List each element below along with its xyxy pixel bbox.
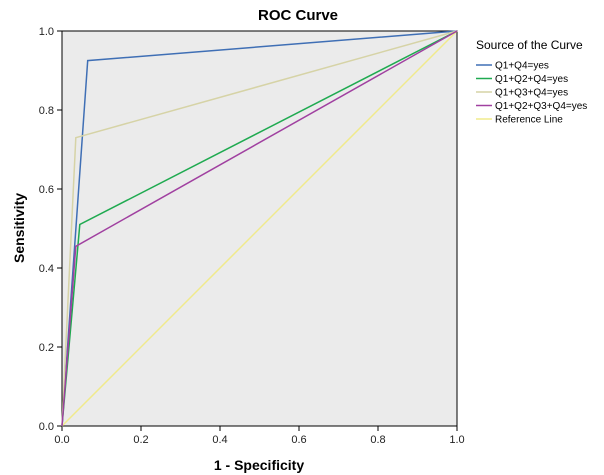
y-tick-label: 0.6 [39, 184, 54, 196]
y-axis-ticks: 0.0 0.2 0.4 0.6 0.8 1.0 [39, 26, 62, 433]
y-tick-label: 0.8 [39, 105, 54, 117]
legend-label-q1-q2-q4-yes: Q1+Q2+Q4=yes [495, 74, 568, 85]
y-tick-label: 1.0 [39, 26, 54, 38]
y-tick-label: 0.4 [39, 263, 54, 275]
legend-label-q1-q4-yes: Q1+Q4=yes [495, 61, 549, 72]
legend-title: Source of the Curve [476, 38, 583, 52]
chart-title: ROC Curve [258, 7, 338, 24]
legend-label-reference-line: Reference Line [495, 115, 563, 126]
x-tick-label: 0.4 [212, 434, 227, 446]
series-line-q1-q3-q4-yes [61, 30, 458, 427]
y-tick-label: 0.2 [39, 342, 54, 354]
x-tick-label: 0.0 [54, 434, 69, 446]
x-tick-label: 0.2 [133, 434, 148, 446]
x-tick-label: 0.8 [370, 434, 385, 446]
y-tick-label: 0.0 [39, 421, 54, 433]
x-tick-label: 1.0 [449, 434, 464, 446]
legend-label-q1-q2-q3-q4-yes: Q1+Q2+Q3+Q4=yes [495, 101, 587, 112]
x-axis-ticks: 0.0 0.2 0.4 0.6 0.8 1.0 [54, 426, 465, 446]
series-lines [61, 30, 458, 427]
series-line-q1-q2-q3-q4-yes [61, 30, 458, 427]
legend-label-q1-q3-q4-yes: Q1+Q3+Q4=yes [495, 88, 568, 99]
series-line-q1-q4-yes [61, 30, 458, 427]
y-axis-label: Sensitivity [11, 193, 27, 263]
x-tick-label: 0.6 [291, 434, 306, 446]
series-line-q1-q2-q4-yes [61, 30, 458, 427]
series-line-reference-line [61, 30, 458, 427]
legend: Source of the Curve Q1+Q4=yes Q1+Q2+Q4=ye… [476, 38, 587, 126]
x-axis-label: 1 - Specificity [214, 457, 304, 473]
